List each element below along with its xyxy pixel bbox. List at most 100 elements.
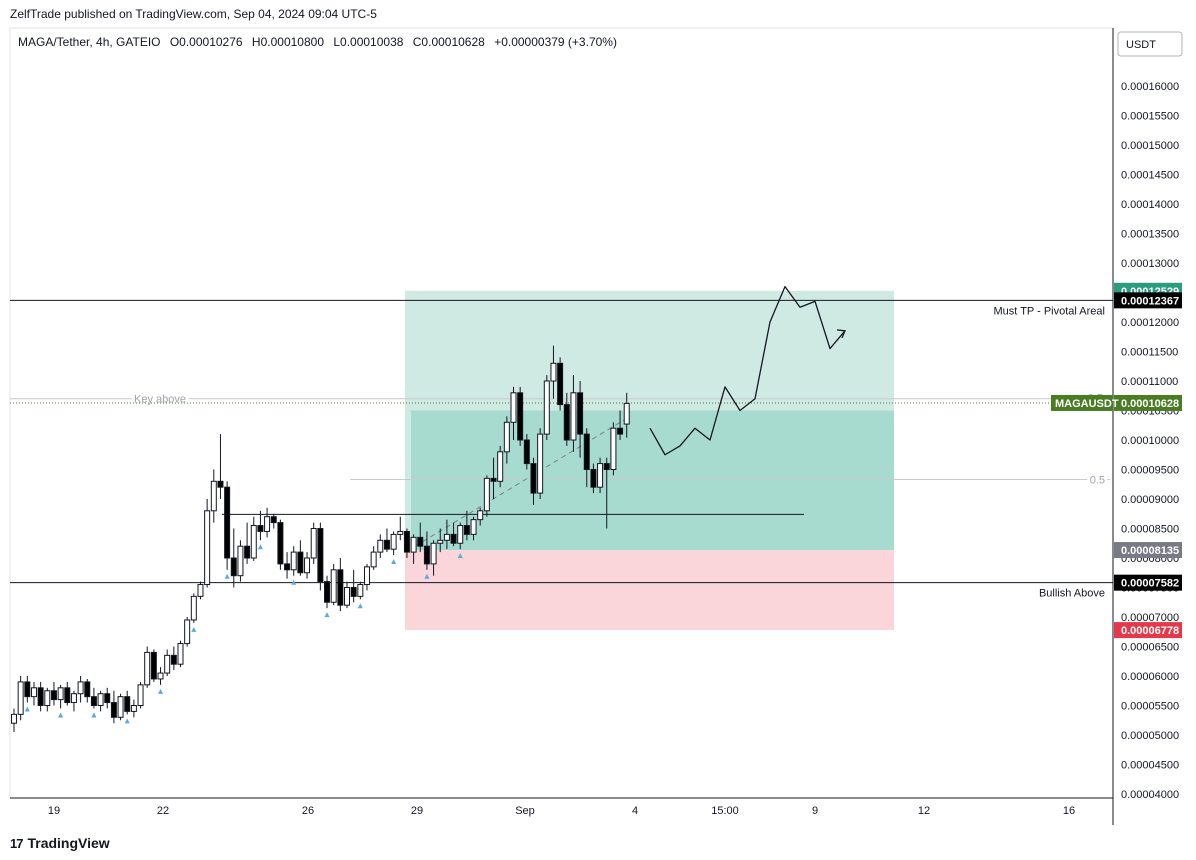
candle-body	[510, 392, 517, 423]
candle-body	[410, 536, 417, 553]
candle-body	[84, 681, 91, 698]
candle-body	[563, 404, 570, 441]
y-tick-label: 0.00015000	[1121, 140, 1179, 152]
price-tag-label: 0.00008135	[1121, 545, 1179, 557]
candle-body	[537, 433, 544, 494]
y-tick-label: 0.00016000	[1121, 81, 1179, 93]
candle-body	[164, 654, 171, 674]
candle-body	[557, 362, 564, 406]
candle-body	[197, 584, 204, 597]
candle-body	[50, 690, 57, 701]
candle-body	[603, 463, 610, 471]
candle-body	[170, 654, 177, 665]
projection-path	[649, 285, 846, 456]
candle-body	[383, 539, 390, 550]
candle-body	[137, 684, 144, 706]
buy-marker	[291, 579, 297, 585]
candle-body	[443, 533, 450, 541]
candle-body	[457, 525, 464, 544]
candle-body	[517, 392, 524, 441]
svg-text:MAGA/Tether, 4h, GATEIO: MAGA/Tether, 4h, GATEIO O0.00010276 H0.0…	[18, 35, 617, 49]
candle-body	[483, 477, 490, 512]
candlestick-series	[11, 345, 630, 733]
open-value: O0.00010276	[170, 35, 243, 49]
candle-body	[104, 693, 111, 704]
candle-body	[403, 530, 410, 553]
price-tag-label: 0.00006778	[1121, 625, 1179, 637]
candle-body	[363, 566, 370, 586]
y-tick-label: 0.00011500	[1121, 347, 1178, 359]
candle-body	[590, 469, 597, 488]
candle-body	[317, 528, 324, 583]
buy-marker	[158, 688, 164, 694]
y-tick-label: 0.00014500	[1121, 170, 1179, 182]
must-tp-label: Must TP - Pivotal Areal	[994, 305, 1105, 317]
candle-body	[463, 525, 470, 535]
candle-body	[204, 510, 211, 586]
candle-body	[277, 522, 284, 565]
price-tag-label: 0.00007582	[1121, 578, 1179, 590]
y-tick-label: 0.00010000	[1121, 435, 1179, 447]
price-tag-label: 0.00010628	[1121, 398, 1179, 410]
candle-body	[377, 539, 384, 553]
buy-marker	[58, 712, 64, 718]
y-tick-label: 0.00004500	[1121, 760, 1179, 772]
symbol-tag-box	[1051, 394, 1113, 411]
candle-body	[490, 477, 497, 482]
candle-body	[530, 463, 537, 494]
currency-label: USDT	[1126, 39, 1156, 51]
stop-zone	[405, 550, 894, 631]
candle-body	[17, 681, 24, 715]
candle-body	[617, 427, 624, 435]
x-tick-label: 4	[632, 805, 638, 817]
bullish-above-label: Bullish Above	[1039, 588, 1105, 600]
buy-marker	[424, 573, 430, 579]
price-tag-box	[1114, 394, 1182, 411]
trend-line	[414, 415, 631, 547]
y-tick-label: 0.00015500	[1121, 111, 1179, 123]
candle-body	[264, 516, 271, 532]
currency-selector[interactable]: USDT	[1117, 31, 1183, 57]
candle-body	[304, 557, 311, 574]
key-above-label: Key above	[134, 394, 186, 406]
candle-body	[157, 672, 164, 680]
level-lines: Must TP - Pivotal Areal Bullish Above Key …	[10, 299, 1113, 600]
buy-marker	[457, 553, 463, 559]
candle-body	[284, 563, 291, 571]
candle-body	[37, 687, 44, 706]
publisher-header: ZelfTrade published on TradingView.com, …	[10, 7, 377, 21]
x-tick-label: 15:00	[711, 805, 739, 817]
price-axis: 0.00016000 0.00015500 0.00015000 0.00014500…	[1121, 81, 1179, 801]
y-tick-label: 0.00009000	[1121, 494, 1179, 506]
buy-marker	[124, 718, 130, 724]
y-tick-label: 0.00009500	[1121, 465, 1179, 477]
candle-body	[310, 528, 317, 559]
candle-body	[44, 690, 51, 706]
brand-label: TradingView	[27, 835, 110, 851]
candle-body	[390, 533, 397, 550]
candle-body	[350, 587, 357, 597]
tradingview-logo[interactable]: 17 TradingView	[10, 835, 110, 851]
candle-body	[330, 569, 337, 603]
candle-body	[477, 510, 484, 521]
y-tick-label: 0.00006000	[1121, 671, 1179, 683]
buy-marker	[257, 544, 263, 550]
candle-body	[24, 681, 31, 698]
symbol-title: MAGA/Tether, 4h, GATEIO	[18, 35, 161, 49]
y-tick-label: 0.00008500	[1121, 524, 1179, 536]
candle-body	[64, 687, 71, 704]
candle-body	[543, 380, 550, 435]
candle-body	[623, 402, 630, 425]
ohlc-legend: MAGA/Tether, 4h, GATEIO O0.00010276 H0.0…	[18, 35, 617, 49]
candle-body	[450, 533, 457, 544]
projection-arrowhead	[836, 329, 846, 339]
y-tick-label: 0.00006500	[1121, 642, 1179, 654]
candle-body	[177, 643, 184, 665]
price-tag-label: 0.00012367	[1121, 295, 1179, 307]
candle-body	[237, 545, 244, 577]
buy-marker	[191, 626, 197, 632]
buy-marker	[357, 603, 363, 609]
x-tick-label: 22	[157, 805, 169, 817]
candle-body	[577, 392, 584, 435]
